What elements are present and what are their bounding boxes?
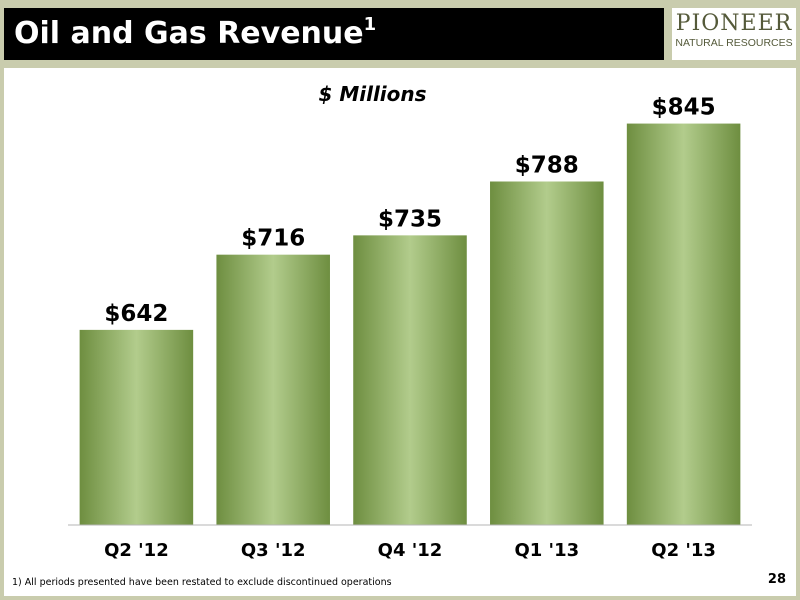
data-label-1: $716	[241, 226, 305, 252]
x-tick-label-3: Q1 '13	[514, 540, 579, 561]
bar-1	[216, 254, 330, 525]
bar-0	[79, 329, 194, 525]
x-tick-label-1: Q3 '12	[241, 540, 306, 561]
chart-subtitle: $ Millions	[318, 82, 427, 106]
revenue-bar-chart: $642 Q2 '12 $716 Q3 '12 $735 Q4 '12 $788 Q1 '13…	[68, 95, 752, 561]
logo-name: PIONEER	[675, 11, 793, 36]
x-tick-label-2: Q4 '12	[378, 540, 443, 561]
logo-subtitle: NATURAL RESOURCES	[675, 37, 793, 49]
chart-panel: $ Millions $642 Q2 '12 $716 Q3 '12 $735 Q4 '1…	[4, 68, 796, 596]
page-title-text: Oil and Gas Revenue	[14, 16, 364, 51]
bar-2	[353, 235, 467, 525]
data-label-4: $845	[652, 95, 716, 121]
page-number: 28	[767, 572, 786, 587]
data-label-0: $642	[104, 301, 168, 327]
company-logo: PIONEER NATURAL RESOURCES	[672, 8, 796, 60]
x-tick-label-4: Q2 '13	[651, 540, 716, 561]
data-label-2: $735	[378, 206, 442, 232]
footnote: 1) All periods presented have been resta…	[12, 577, 392, 588]
page-title: Oil and Gas Revenue1	[14, 14, 377, 51]
bar-3	[490, 181, 604, 525]
data-label-3: $788	[515, 152, 579, 178]
title-footnote-marker: 1	[363, 14, 377, 35]
x-tick-label-0: Q2 '12	[104, 540, 169, 561]
title-bar: Oil and Gas Revenue1	[4, 8, 664, 60]
bar-4	[626, 123, 741, 525]
